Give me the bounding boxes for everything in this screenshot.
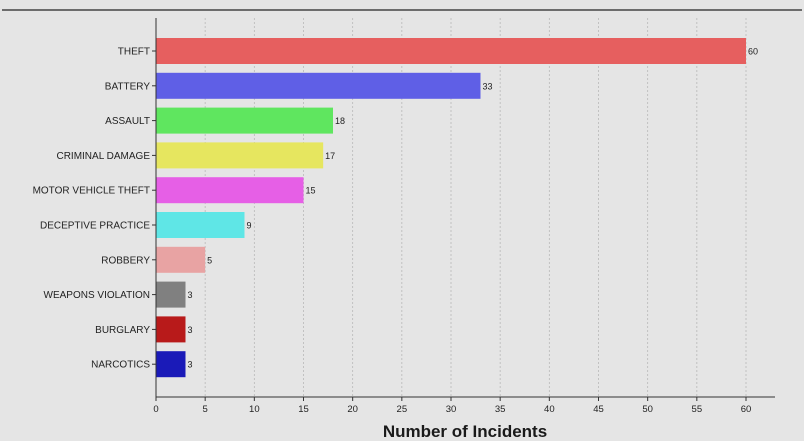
bar-assault: [156, 107, 333, 134]
x-tick-label: 0: [153, 404, 158, 415]
category-label: NARCOTICS: [91, 360, 150, 371]
value-label: 15: [306, 186, 316, 196]
value-label: 33: [483, 81, 493, 91]
value-label: 18: [335, 116, 345, 126]
value-label: 5: [207, 255, 212, 265]
x-tick-label: 20: [347, 404, 358, 415]
bar-criminal-damage: [156, 142, 324, 169]
bar-deceptive-practice: [156, 212, 245, 238]
bar-burglary: [156, 316, 186, 343]
x-tick-label: 15: [298, 404, 309, 415]
bar-robbery: [156, 246, 206, 273]
x-tick-label: 5: [203, 404, 208, 415]
value-label: 60: [748, 47, 758, 57]
category-label: ROBBERY: [101, 255, 150, 266]
value-label: 3: [188, 290, 193, 300]
category-label: CRIMINAL DAMAGE: [56, 151, 150, 162]
category-label: MOTOR VEHICLE THEFT: [33, 186, 150, 197]
value-label: 3: [188, 360, 193, 370]
bar-battery: [156, 72, 481, 99]
category-label: WEAPONS VIOLATION: [44, 290, 151, 301]
value-label: 17: [325, 151, 335, 161]
x-tick-label: 25: [397, 404, 408, 415]
category-label: DECEPTIVE PRACTICE: [40, 221, 150, 232]
value-label: 9: [247, 221, 252, 231]
x-axis-title: Number of Incidents: [383, 422, 547, 441]
x-tick-label: 50: [642, 404, 653, 415]
category-label: BURGLARY: [95, 325, 150, 336]
x-tick-label: 35: [495, 404, 506, 415]
x-tick-label: 55: [692, 404, 703, 415]
x-tick-label: 60: [741, 404, 752, 415]
grid-lines: [204, 18, 747, 397]
bar-theft: [156, 38, 746, 64]
bar-weapons-violation: [156, 281, 186, 308]
x-tick-label: 45: [593, 404, 604, 415]
x-tick-label: 40: [544, 404, 555, 415]
category-label: THEFT: [118, 47, 150, 58]
x-tick-label: 30: [446, 404, 457, 415]
category-label: ASSAULT: [105, 116, 150, 127]
x-tick-label: 10: [249, 404, 260, 415]
category-label: BATTERY: [105, 81, 151, 92]
bars: [156, 38, 746, 378]
bar-narcotics: [156, 351, 186, 378]
value-label: 3: [188, 325, 193, 335]
bar-motor-vehicle-theft: [156, 177, 304, 204]
